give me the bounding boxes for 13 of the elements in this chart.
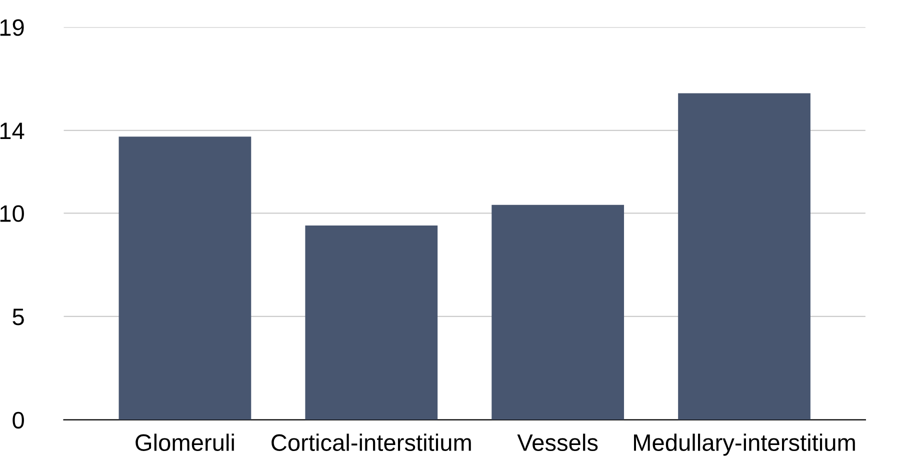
bar [118,136,252,420]
y-tick-label: 19 [0,19,24,36]
bar [492,204,624,420]
bar [305,226,438,420]
x-tick-label: Cortical-interstitium [272,434,471,452]
x-tick-label: Vessels [517,434,598,452]
y-tick-label: 10 [0,205,24,222]
x-tick-label: Medullary-interstitium [634,434,855,456]
y-tick-label: 0 [12,412,24,429]
y-tick-label: 5 [12,308,24,326]
y-tick-label: 14 [0,122,24,140]
bar [678,93,810,420]
x-tick-label: Glomeruli [136,434,234,452]
